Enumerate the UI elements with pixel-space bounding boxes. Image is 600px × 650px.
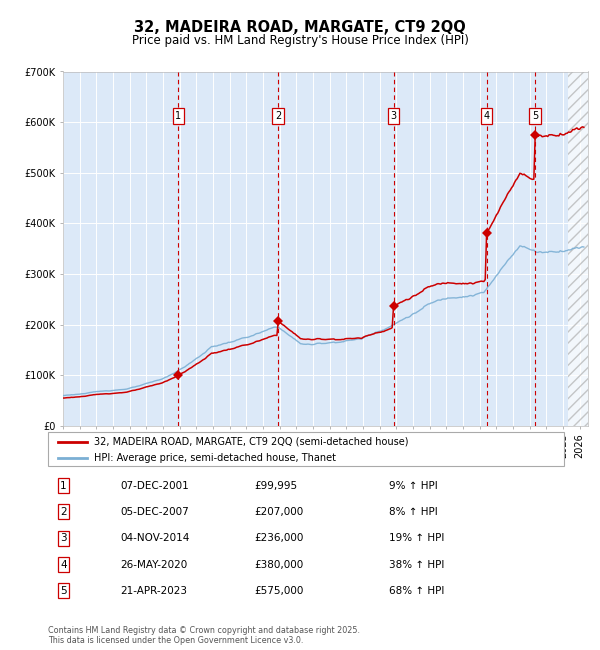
Text: 9% ↑ HPI: 9% ↑ HPI xyxy=(389,480,437,491)
Text: 32, MADEIRA ROAD, MARGATE, CT9 2QQ (semi-detached house): 32, MADEIRA ROAD, MARGATE, CT9 2QQ (semi… xyxy=(94,437,409,447)
Text: Contains HM Land Registry data © Crown copyright and database right 2025.
This d: Contains HM Land Registry data © Crown c… xyxy=(48,626,360,645)
Text: 1: 1 xyxy=(175,111,182,121)
Text: 04-NOV-2014: 04-NOV-2014 xyxy=(120,533,190,543)
Text: 5: 5 xyxy=(60,586,67,596)
Text: 4: 4 xyxy=(484,111,490,121)
Text: £207,000: £207,000 xyxy=(254,507,304,517)
Text: £380,000: £380,000 xyxy=(254,560,304,569)
Text: Price paid vs. HM Land Registry's House Price Index (HPI): Price paid vs. HM Land Registry's House … xyxy=(131,34,469,47)
Text: 21-APR-2023: 21-APR-2023 xyxy=(120,586,187,596)
Text: £575,000: £575,000 xyxy=(254,586,304,596)
Text: HPI: Average price, semi-detached house, Thanet: HPI: Average price, semi-detached house,… xyxy=(94,452,337,463)
Text: 2: 2 xyxy=(60,507,67,517)
Text: £236,000: £236,000 xyxy=(254,533,304,543)
Text: 2: 2 xyxy=(275,111,281,121)
Text: £99,995: £99,995 xyxy=(254,480,298,491)
Bar xyxy=(568,72,588,426)
Text: 1: 1 xyxy=(60,480,67,491)
Text: 05-DEC-2007: 05-DEC-2007 xyxy=(120,507,189,517)
Text: 3: 3 xyxy=(391,111,397,121)
Text: 3: 3 xyxy=(60,533,67,543)
Text: 68% ↑ HPI: 68% ↑ HPI xyxy=(389,586,444,596)
Text: 8% ↑ HPI: 8% ↑ HPI xyxy=(389,507,437,517)
Text: 26-MAY-2020: 26-MAY-2020 xyxy=(120,560,187,569)
Text: 07-DEC-2001: 07-DEC-2001 xyxy=(120,480,189,491)
Text: 19% ↑ HPI: 19% ↑ HPI xyxy=(389,533,444,543)
Text: 4: 4 xyxy=(60,560,67,569)
Text: 5: 5 xyxy=(532,111,538,121)
Text: 32, MADEIRA ROAD, MARGATE, CT9 2QQ: 32, MADEIRA ROAD, MARGATE, CT9 2QQ xyxy=(134,20,466,36)
Text: 38% ↑ HPI: 38% ↑ HPI xyxy=(389,560,444,569)
